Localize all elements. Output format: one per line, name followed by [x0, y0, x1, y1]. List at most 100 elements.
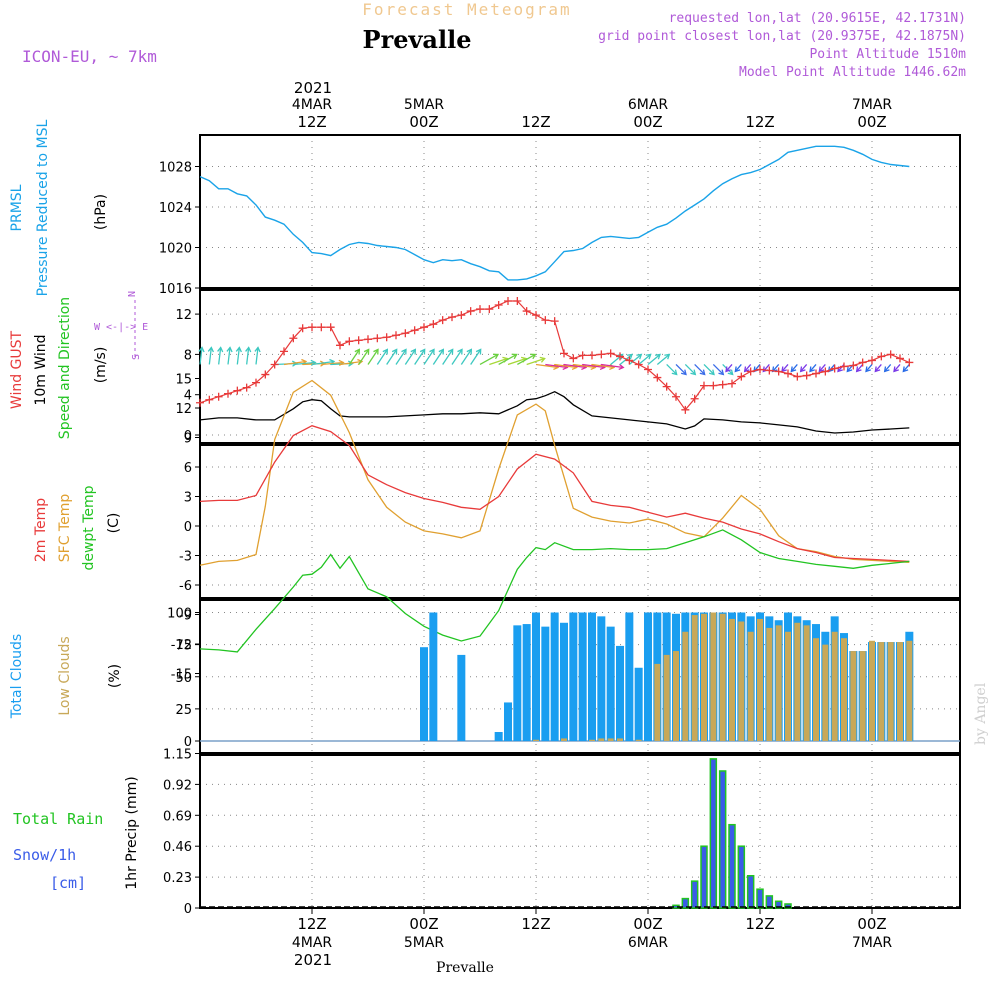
wind-arrow [470, 349, 482, 365]
wind-arrow-head [699, 369, 706, 376]
chart-plot-layer: 1016 1020 1024 1028 0 4 8 12 -15 -12 -9 -6 -3 0 3 6 9 12 1… [159, 97, 961, 951]
wind-arrow-head [690, 369, 697, 376]
precip-ytick-label: 0.69 [163, 809, 192, 824]
low-cloud-bar [841, 638, 847, 741]
gust-marker [634, 360, 643, 369]
wind-arrow [358, 349, 370, 365]
wind-arrow [818, 364, 826, 372]
bottom-time-label: 00Z [857, 915, 886, 933]
low-cloud-bar [747, 631, 754, 741]
bottom-time-label: 00Z [409, 915, 438, 933]
wind-arrow [404, 349, 416, 365]
wind-arrow [367, 349, 379, 365]
low-cloud-bar [533, 739, 539, 741]
gust-marker [821, 367, 830, 376]
wind-arrow [348, 349, 360, 365]
gust-marker [550, 317, 559, 326]
clouds-ytick-label: 0 [184, 735, 192, 750]
low-cloud-bar [831, 631, 838, 741]
temp-ytick-label: 12 [175, 402, 192, 417]
gust-marker [476, 305, 484, 314]
low-cloud-bar [691, 615, 698, 741]
precip-panel: 0 0.23 0.46 0.69 0.92 1.15 [163, 748, 961, 917]
temp-dew-label: dewpt Temp [81, 485, 97, 570]
wind-ytick-label: 0 [184, 429, 192, 444]
top-time-label: 00Z [633, 113, 662, 131]
gust-marker [522, 307, 531, 316]
wind-arrow [423, 349, 435, 365]
compass-s: S [131, 354, 142, 360]
pressure-labels: PRMSL Pressure Reduced to MSL (hPa) [9, 119, 109, 296]
wind-arrow-head [245, 346, 252, 353]
total-cloud-bar [457, 654, 466, 741]
low-cloud-bar [803, 625, 810, 741]
gust-marker [840, 362, 848, 371]
gust-marker [373, 334, 382, 343]
model-point-altitude: Model Point Altitude 1446.62m [739, 65, 966, 80]
low-cloud-bar [607, 738, 614, 741]
gust-marker [448, 313, 456, 322]
clouds-ytick-label: 50 [175, 671, 192, 686]
wind-arrow-head [226, 346, 233, 353]
clouds-ytick-label: 100 [167, 607, 192, 622]
wind-arrow [199, 347, 203, 365]
low-cloud-bar [654, 663, 661, 741]
wind-arrow [725, 364, 733, 372]
wind-arrow [386, 349, 398, 365]
wind-arrow-head [618, 363, 625, 371]
wind-arrow-head [207, 346, 214, 353]
pressure-ytick-label: 1024 [159, 201, 192, 216]
wind-arrow-head [466, 348, 473, 355]
gust-marker [242, 383, 251, 392]
gust-marker [681, 405, 690, 414]
wind-arrow [218, 347, 222, 365]
wind-arrow [884, 364, 892, 372]
wind-ytick-label: 8 [184, 348, 192, 363]
gust-marker [317, 323, 326, 332]
wind-arrow-head [198, 346, 205, 353]
wind-arrow-head [645, 353, 652, 360]
requested-lonlat: requested lon,lat (20.9615E, 42.1731N) [669, 11, 966, 26]
rain-bar [700, 845, 708, 909]
low-cloud-bar [561, 738, 567, 741]
low-cloud-bar [738, 621, 745, 741]
pressure-ytick-label: 1028 [159, 161, 192, 176]
pressure-label-reduced: Pressure Reduced to MSL [35, 119, 51, 296]
wind-arrow [694, 364, 706, 375]
gust-marker [849, 361, 858, 370]
wind-arrow-head [447, 348, 454, 355]
gust-marker [429, 320, 438, 329]
low-cloud-bar [785, 631, 791, 741]
wind-arrow [647, 353, 661, 365]
gust-marker [466, 307, 475, 316]
wind-arrow-head [865, 366, 871, 373]
wind-arrow [283, 360, 307, 366]
gust-marker [308, 323, 316, 332]
wind-compass: N W <-|-> E S [94, 291, 148, 360]
wind-ytick-label: 12 [175, 308, 192, 323]
wind-arrow [837, 364, 845, 372]
top-time-label: 12Z [521, 113, 550, 131]
bottom-date-label: 6MAR [628, 935, 669, 951]
watermark: by Angel [973, 682, 989, 745]
wind-arrow-head [874, 366, 881, 373]
pressure-unit: (hPa) [93, 194, 109, 230]
wind-labels: Wind GUST 10m Wind Speed and Direction (… [9, 291, 148, 439]
cloud-labels: Total Clouds Low Clouds (%) [9, 634, 123, 719]
wind-arrow [582, 363, 605, 369]
wind-arrow-head [475, 348, 482, 355]
top-date-label: 5MAR [404, 97, 445, 113]
low-clouds-label: Low Clouds [57, 636, 73, 715]
total-cloud-bar [513, 625, 522, 741]
gust-marker [718, 380, 727, 389]
gust-marker [830, 364, 839, 373]
gust-marker [653, 373, 662, 382]
gust-marker [513, 297, 522, 306]
pressure-frame [199, 134, 961, 289]
precip-ytick-label: 0.23 [163, 871, 192, 886]
precip-ytick-label: 0.92 [163, 778, 192, 793]
top-date-label: 7MAR [852, 97, 893, 113]
wind-arrow-head [846, 366, 853, 373]
gust-marker [774, 367, 783, 376]
wind-arrow [442, 349, 454, 365]
